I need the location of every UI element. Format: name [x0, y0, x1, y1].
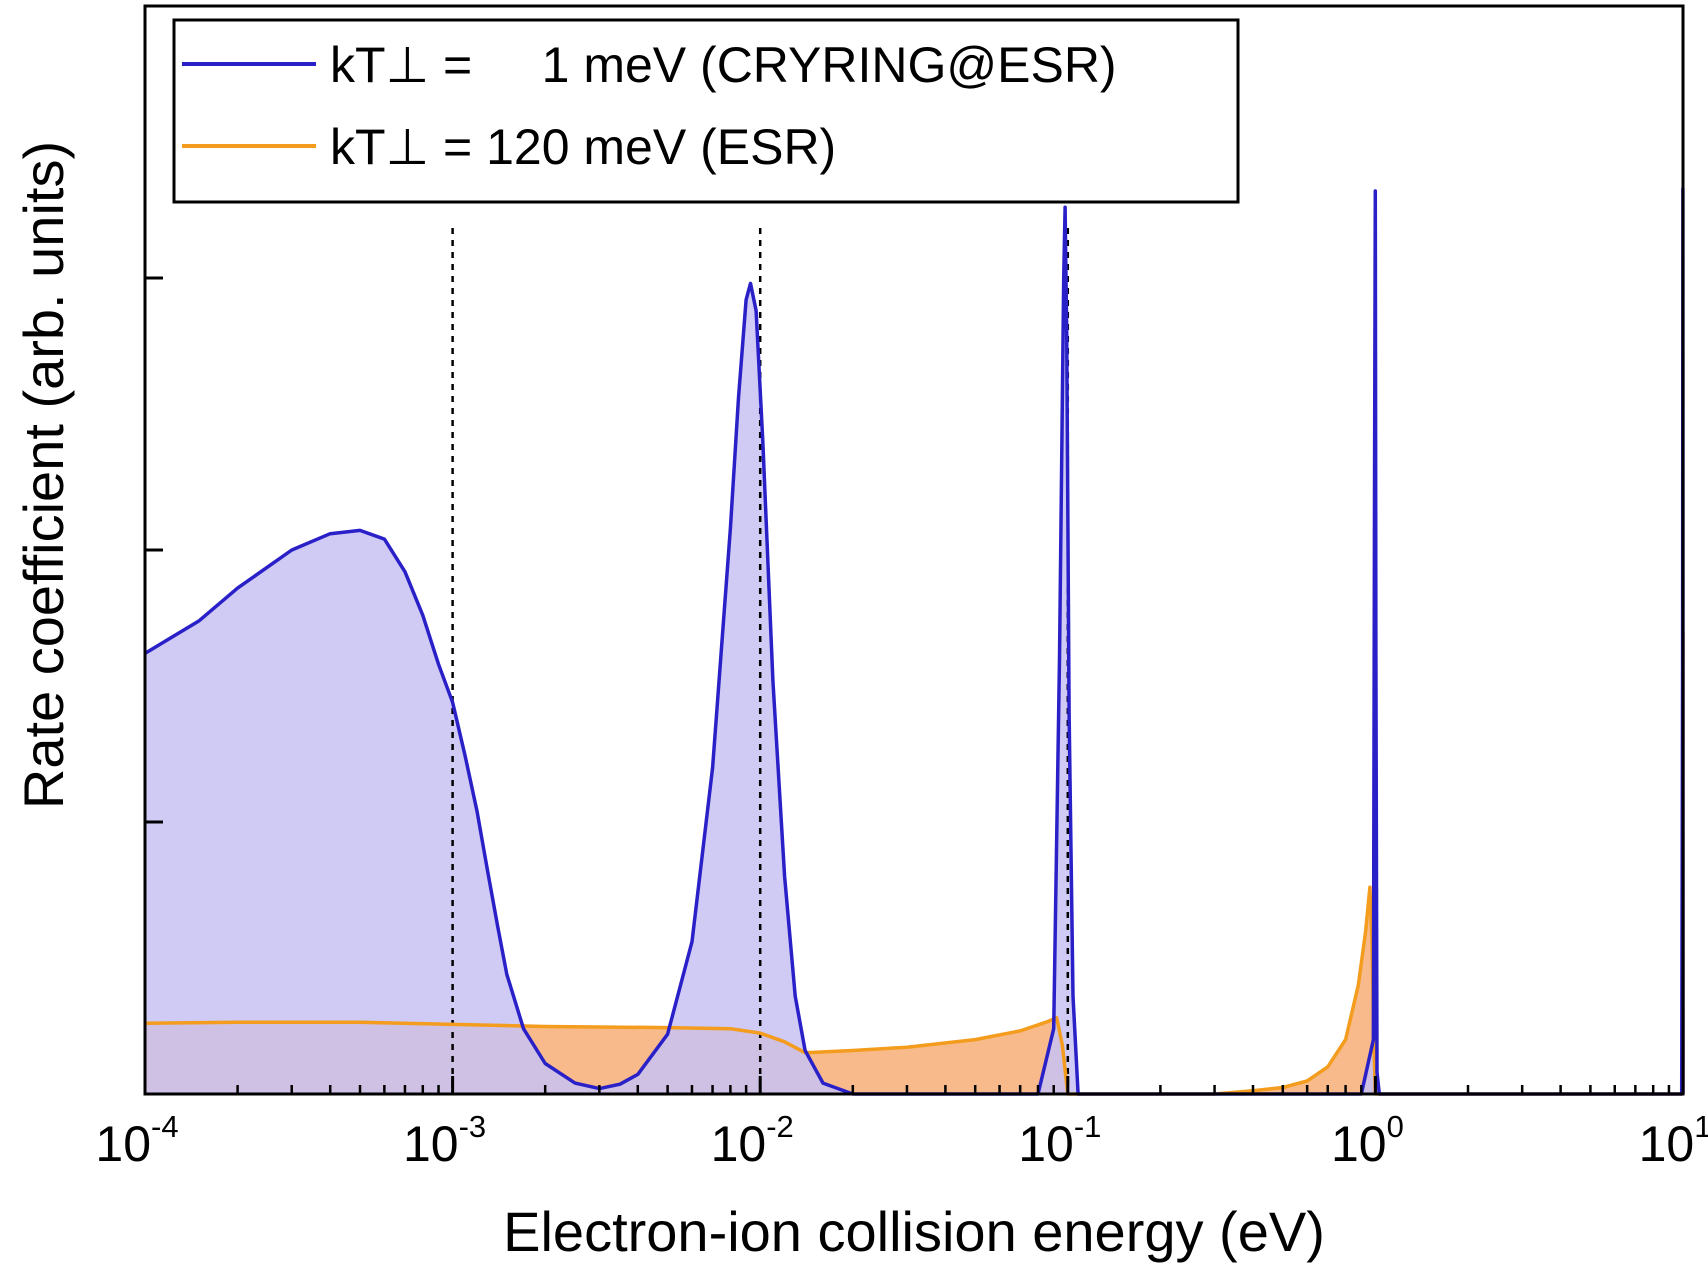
legend-label-cryring: kT⊥ = 1 meV (CRYRING@ESR) [330, 37, 1117, 93]
y-axis-ticks [145, 276, 163, 824]
x-axis-title: Electron-ion collision energy (eV) [503, 1200, 1325, 1263]
x-axis-tick-labels: 10-4 10-3 10-2 10-1 100 101 [95, 1109, 1708, 1172]
x-tick-label: 10-4 [95, 1109, 178, 1172]
x-tick-label: 10-2 [711, 1109, 794, 1172]
y-axis-title: Rate coefficient (arb. units) [12, 141, 75, 809]
series-fill-cryring [145, 188, 1683, 1095]
legend-label-esr: kT⊥ = 120 meV (ESR) [330, 119, 836, 175]
x-tick-label: 100 [1331, 1109, 1404, 1172]
legend-box [172, 18, 1240, 204]
x-tick-label: 10-3 [403, 1109, 486, 1172]
series-fills [145, 188, 1683, 1095]
legend: kT⊥ = 1 meV (CRYRING@ESR) kT⊥ = 120 meV … [172, 18, 1240, 204]
x-tick-label: 10-1 [1018, 1109, 1101, 1172]
x-tick-label: 101 [1639, 1109, 1708, 1172]
series-line-cryring [144, 187, 1685, 1096]
x-axis-ticks [143, 1076, 1685, 1094]
